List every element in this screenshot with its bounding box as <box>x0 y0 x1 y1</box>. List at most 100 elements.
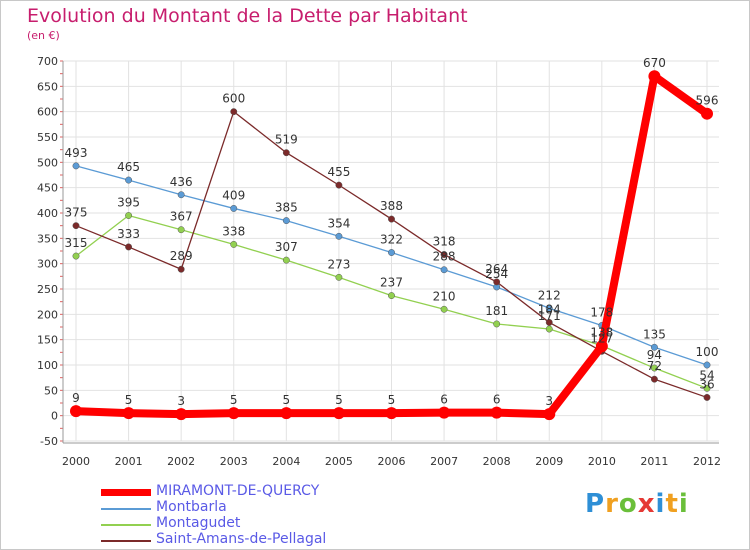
x-tick-label: 2012 <box>693 455 721 468</box>
x-tick-label: 2010 <box>588 455 616 468</box>
data-point <box>332 407 345 420</box>
data-label: 254 <box>485 267 508 281</box>
data-label: 670 <box>643 56 666 70</box>
y-tick-label: 600 <box>37 106 58 119</box>
data-point <box>545 318 553 326</box>
data-label: 138 <box>590 326 613 340</box>
data-label: 184 <box>538 302 561 316</box>
data-label: 318 <box>433 235 456 249</box>
data-label: 178 <box>590 305 613 319</box>
data-label: 273 <box>327 257 350 271</box>
y-tick-label: 700 <box>37 55 58 68</box>
x-tick-label: 2004 <box>272 455 300 468</box>
legend-swatch-miramont <box>101 489 151 496</box>
data-label: 354 <box>327 216 350 230</box>
data-point <box>122 407 135 420</box>
y-tick-label: 200 <box>37 308 58 321</box>
data-label: 493 <box>65 146 88 160</box>
data-label: 94 <box>647 348 662 362</box>
y-tick-label: 350 <box>37 232 58 245</box>
data-label: 338 <box>222 224 245 238</box>
data-point <box>177 226 185 234</box>
data-label: 600 <box>222 92 245 106</box>
data-point <box>335 232 343 240</box>
data-point <box>227 407 240 420</box>
x-tick-label: 2005 <box>325 455 353 468</box>
data-label: 212 <box>538 288 561 302</box>
data-point <box>282 217 290 225</box>
data-point <box>388 292 395 300</box>
data-point <box>650 375 658 383</box>
data-label: 3 <box>177 394 185 408</box>
data-point <box>282 256 290 264</box>
data-label: 135 <box>643 327 666 341</box>
data-label: 6 <box>440 393 448 407</box>
data-point <box>282 149 290 157</box>
x-tick-label: 2001 <box>115 455 143 468</box>
y-tick-label: -50 <box>40 435 58 448</box>
line-chart: -50 0 50 100 150 200 250 300 350 400 450 500 550 600 6… <box>37 55 721 468</box>
data-label: 367 <box>170 210 193 224</box>
data-label: 436 <box>170 175 193 189</box>
chart-title: Evolution du Montant de la Dette par Hab… <box>27 5 468 27</box>
data-point <box>385 407 398 420</box>
data-point <box>703 384 711 392</box>
data-point <box>440 251 448 258</box>
data-label: 315 <box>65 236 88 250</box>
data-label: 322 <box>380 233 403 247</box>
data-point <box>72 222 80 230</box>
data-point <box>388 215 395 223</box>
data-label: 519 <box>275 133 298 147</box>
data-label: 6 <box>493 393 501 407</box>
legend-swatch-montbarla <box>101 508 151 510</box>
data-point <box>175 408 188 421</box>
data-label: 36 <box>699 377 714 391</box>
y-tick-label: 500 <box>37 156 58 169</box>
logo-letter: r <box>605 489 619 519</box>
x-tick-label: 2011 <box>640 455 668 468</box>
data-point <box>545 304 553 312</box>
data-label: 596 <box>696 94 719 108</box>
data-label: 5 <box>335 393 343 407</box>
data-point <box>543 408 556 421</box>
data-label: 5 <box>388 393 396 407</box>
data-label: 307 <box>275 240 298 254</box>
data-label: 289 <box>170 249 193 263</box>
data-point <box>70 405 82 418</box>
data-label: 181 <box>485 304 508 318</box>
data-label: 5 <box>230 393 238 407</box>
data-point <box>493 320 501 328</box>
data-label: 385 <box>275 201 298 215</box>
x-tick-label: 2002 <box>167 455 195 468</box>
data-point <box>177 191 185 199</box>
data-label: 288 <box>433 250 456 264</box>
chart-subtitle: (en €) <box>27 29 60 42</box>
logo-letter: o <box>618 489 638 519</box>
data-point <box>72 162 80 170</box>
y-tick-label: 100 <box>37 359 58 372</box>
data-point <box>280 407 293 420</box>
data-label: 465 <box>117 160 140 174</box>
data-point <box>703 393 711 401</box>
data-point <box>335 273 343 281</box>
data-label: 171 <box>538 309 561 323</box>
x-tick-label: 2000 <box>62 455 90 468</box>
data-point <box>230 108 238 116</box>
proxiti-logo: Proxiti <box>585 489 689 519</box>
y-tick-label: 250 <box>37 283 58 296</box>
data-label: 5 <box>125 393 133 407</box>
data-label: 127 <box>590 331 613 345</box>
data-point <box>230 240 238 248</box>
data-label: 3 <box>545 394 553 408</box>
data-label: 100 <box>696 345 719 359</box>
data-point <box>125 176 133 184</box>
y-tick-label: 450 <box>37 182 58 195</box>
data-point <box>72 252 80 260</box>
data-point <box>125 243 133 251</box>
x-tick-label: 2003 <box>220 455 248 468</box>
legend-label-montbarla: Montbarla <box>156 499 227 515</box>
data-label: 333 <box>117 227 140 241</box>
y-tick-label: 400 <box>37 207 58 220</box>
x-tick-label: 2006 <box>378 455 406 468</box>
